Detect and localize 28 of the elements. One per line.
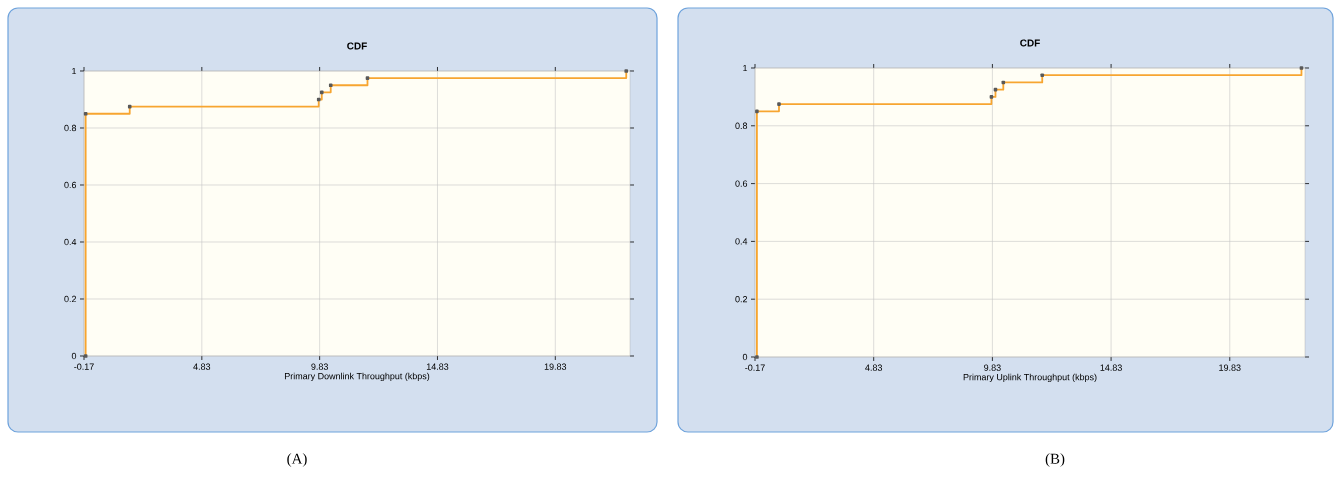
y-tick-label: 0.2: [735, 296, 748, 303]
chart-title: CDF: [1020, 39, 1040, 47]
y-tick-label: 0.6: [735, 180, 748, 187]
y-tick-label: 0.6: [64, 181, 77, 189]
x-tick-label: 19.83: [1219, 364, 1241, 371]
x-tick-label: 4.83: [193, 363, 211, 370]
chart-title: CDF: [347, 42, 367, 50]
y-tick-label: 0: [71, 352, 77, 360]
y-tick-label: 1: [743, 64, 748, 72]
x-tick-label: 9.83: [984, 364, 1001, 371]
y-tick-label: 0.4: [64, 238, 77, 246]
y-tick-label: 0.2: [64, 295, 77, 303]
text: (A): [287, 453, 307, 467]
x-axis-title: Primary Downlink Throughput (kbps): [284, 372, 430, 382]
y-tick-label: 0.8: [64, 124, 77, 132]
y-tick-label: 0.4: [735, 238, 748, 245]
y-tick-label: 1: [72, 67, 77, 75]
x-axis-title: Primary Uplink Throughput (kbps): [963, 373, 1097, 383]
y-tick-label: 0: [742, 353, 748, 361]
y-tick-label: 0.8: [735, 122, 748, 129]
x-tick-label: 4.83: [865, 364, 883, 371]
x-tick-label: -0.17: [74, 363, 94, 370]
text: (B): [1045, 453, 1065, 467]
x-tick-label: 19.83: [544, 363, 567, 370]
x-tick-label: 14.83: [1100, 364, 1122, 371]
x-tick-label: 14.83: [426, 363, 449, 370]
x-tick-label: -0.17: [745, 364, 765, 371]
x-tick-label: 9.83: [311, 363, 328, 370]
